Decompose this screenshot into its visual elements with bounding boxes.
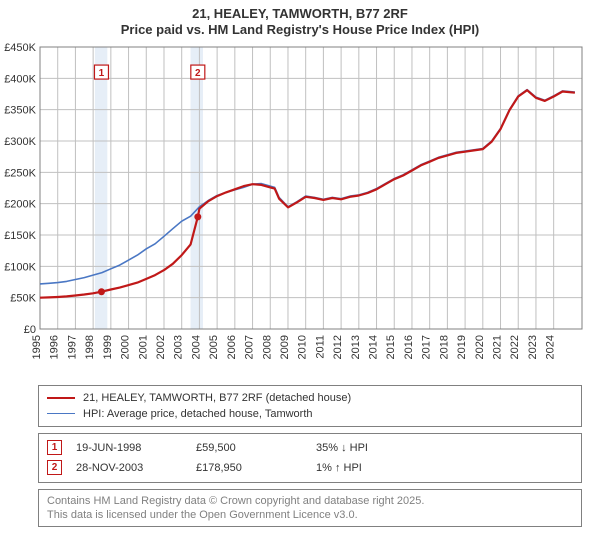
x-tick-label: 2002	[155, 335, 167, 359]
legend-swatch	[47, 413, 75, 414]
legend-row: HPI: Average price, detached house, Tamw…	[47, 406, 573, 422]
y-tick-label: £350K	[4, 104, 36, 116]
x-tick-label: 2019	[456, 335, 468, 359]
x-tick-label: 2018	[438, 335, 450, 359]
x-tick-label: 2010	[297, 335, 309, 359]
highlight-band	[191, 47, 203, 329]
chart-svg: £0 £50K £100K £150K £200K £250K £300K £350K £400…	[0, 39, 600, 379]
x-tick-label: 2014	[368, 335, 380, 359]
highlight-band	[95, 47, 107, 329]
x-tick-label: 2023	[527, 335, 539, 359]
x-tick-label: 1998	[84, 335, 96, 359]
y-tick-label: £300K	[4, 136, 36, 148]
x-tick-label: 2015	[385, 335, 397, 359]
title-line-1: 21, HEALEY, TAMWORTH, B77 2RF	[0, 6, 600, 22]
attribution: Contains HM Land Registry data © Crown c…	[38, 489, 582, 528]
x-tick-label: 2003	[173, 335, 185, 359]
chart-area: £0 £50K £100K £150K £200K £250K £300K £350K £400…	[0, 39, 600, 379]
sale-point-price: £178,950	[196, 462, 316, 474]
x-tick-label: 2000	[120, 335, 132, 359]
x-tick-label: 2016	[403, 335, 415, 359]
x-tick-label: 2021	[492, 335, 504, 359]
sale-point-row: 2 28-NOV-2003£178,9501% ↑ HPI	[47, 458, 573, 478]
x-tick-label: 2011	[314, 335, 326, 359]
legend-row: 21, HEALEY, TAMWORTH, B77 2RF (detached …	[47, 390, 573, 406]
sale-point-delta: 1% ↑ HPI	[316, 462, 362, 474]
x-tick-label: 1995	[31, 335, 43, 359]
x-tick-label: 2008	[261, 335, 273, 359]
attribution-line-2: This data is licensed under the Open Gov…	[47, 508, 573, 522]
legend-label: 21, HEALEY, TAMWORTH, B77 2RF (detached …	[83, 392, 351, 404]
x-tick-label: 2012	[332, 335, 344, 359]
y-tick-label: £450K	[4, 42, 36, 54]
x-tick-label: 2006	[226, 335, 238, 359]
x-tick-label: 1996	[49, 335, 61, 359]
sale-point-marker: 1	[47, 440, 62, 455]
y-tick-label: £250K	[4, 167, 36, 179]
y-tick-label: £50K	[10, 292, 36, 304]
sale-point-delta: 35% ↓ HPI	[316, 442, 368, 454]
sale-point-price: £59,500	[196, 442, 316, 454]
x-tick-label: 2017	[421, 335, 433, 359]
y-tick-label: £400K	[4, 73, 36, 85]
y-tick-label: £100K	[4, 261, 36, 273]
sale-point-row: 1 19-JUN-1998£59,50035% ↓ HPI	[47, 438, 573, 458]
x-tick-label: 1997	[66, 335, 78, 359]
y-tick-label: £200K	[4, 198, 36, 210]
legend-label: HPI: Average price, detached house, Tamw…	[83, 408, 313, 420]
sale-marker-number: 2	[195, 68, 201, 79]
attribution-line-1: Contains HM Land Registry data © Crown c…	[47, 494, 573, 508]
x-tick-label: 2013	[350, 335, 362, 359]
chart-title: 21, HEALEY, TAMWORTH, B77 2RF Price paid…	[0, 0, 600, 39]
sale-marker-number: 1	[99, 68, 105, 79]
x-tick-label: 2001	[137, 335, 149, 359]
legend-swatch	[47, 397, 75, 399]
x-tick-label: 2009	[279, 335, 291, 359]
x-tick-label: 2024	[545, 335, 557, 359]
sale-points: 1 19-JUN-1998£59,50035% ↓ HPI 2 28-NOV-2003…	[38, 433, 582, 483]
x-tick-label: 2005	[208, 335, 220, 359]
y-tick-label: £0	[24, 324, 36, 336]
sale-marker-point	[194, 213, 201, 220]
title-line-2: Price paid vs. HM Land Registry's House …	[0, 22, 600, 38]
x-tick-label: 2022	[509, 335, 521, 359]
x-tick-label: 2020	[474, 335, 486, 359]
legend: 21, HEALEY, TAMWORTH, B77 2RF (detached …	[38, 385, 582, 427]
sale-marker-point	[98, 288, 105, 295]
x-tick-label: 1999	[102, 335, 114, 359]
sale-point-date: 28-NOV-2003	[76, 462, 196, 474]
sale-point-date: 19-JUN-1998	[76, 442, 196, 454]
x-tick-label: 2007	[244, 335, 256, 359]
sale-point-marker: 2	[47, 460, 62, 475]
y-tick-label: £150K	[4, 230, 36, 242]
x-tick-label: 2004	[190, 335, 202, 359]
